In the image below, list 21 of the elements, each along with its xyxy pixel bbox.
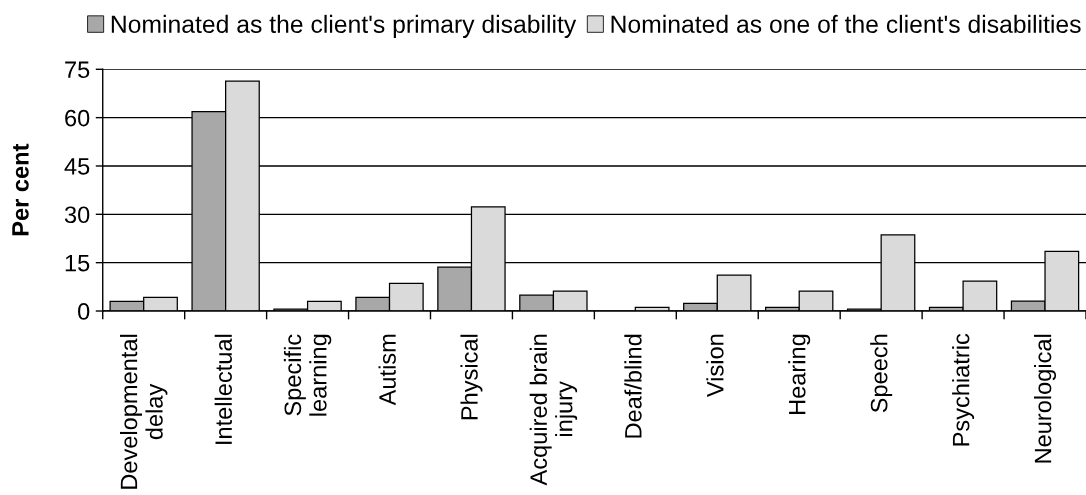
y-tick-label: 60 (65, 109, 90, 127)
x-tick-label: Intellectual (214, 334, 232, 444)
y-tick-label: 30 (64, 206, 90, 224)
x-tick-label: Physical (460, 334, 483, 420)
x-tick-label: Neurological (1034, 334, 1057, 463)
x-tick-label: Developmental delay (119, 334, 168, 489)
x-tick-label: Hearing (788, 334, 811, 414)
y-tick-label: 45 (64, 158, 90, 175)
x-tick-label: Specific learning (283, 334, 332, 416)
x-tick-label: Vision (706, 334, 724, 398)
y-tick-label: 75 (65, 61, 90, 79)
y-axis-title: Per cent (12, 143, 29, 236)
legend-label: Nominated as the client's primary disability (111, 14, 577, 38)
legend-label: Nominated as one of the client's disabilities (611, 14, 1081, 33)
x-tick-label: Acquired brain injury (529, 334, 578, 486)
x-tick-label: Deaf/blind (624, 334, 642, 438)
x-tick-label: Speech (870, 334, 893, 413)
y-tick-label: 15 (65, 254, 90, 272)
y-tick-label: 0 (78, 303, 90, 320)
x-tick-label: Psychiatric (952, 333, 975, 446)
x-tick-label: Autism (378, 334, 396, 406)
